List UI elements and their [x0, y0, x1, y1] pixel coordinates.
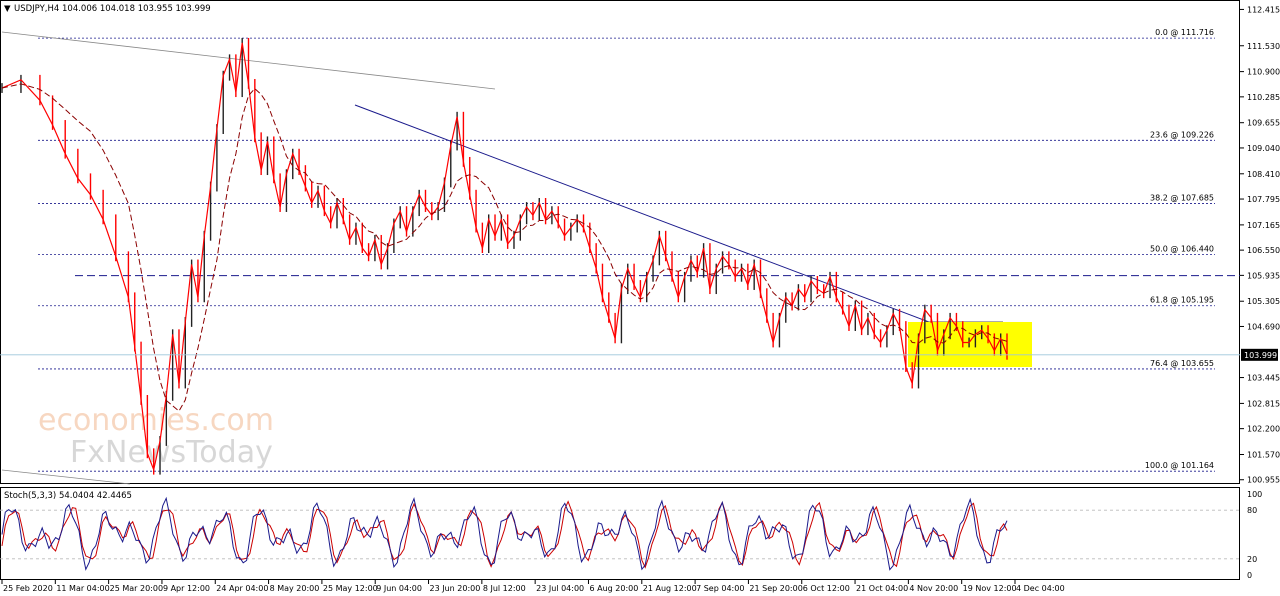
- fib-level-label: 50.0 @ 106.440: [1150, 245, 1214, 254]
- price-tick-label: 110.285: [1247, 93, 1280, 102]
- price-tick-label: 108.410: [1247, 170, 1280, 179]
- stoch-signal-line: [1, 500, 1008, 569]
- price-tick-label: 112.415: [1247, 5, 1280, 14]
- time-tick-label: 9 Jun 04:00: [376, 584, 422, 593]
- main-plot-frame: [0, 0, 1240, 484]
- time-tick-label: 9 Apr 12:00: [163, 584, 210, 593]
- stoch-tick-label: 0: [1247, 571, 1252, 580]
- last-price-label: 103.999: [1244, 351, 1277, 360]
- stoch-title: Stoch(5,3,3) 54.0404 42.4465: [4, 491, 132, 501]
- time-tick-label: 21 Sep 20:00: [749, 584, 802, 593]
- stoch-tick-label: 100: [1247, 490, 1262, 499]
- price-tick-label: 106.550: [1247, 246, 1280, 255]
- price-tick-label: 102.200: [1247, 425, 1280, 434]
- ohlc-values: 104.006 104.018 103.955 103.999: [62, 4, 211, 14]
- price-tick-label: 110.900: [1247, 68, 1280, 77]
- time-tick-label: 23 Jul 04:00: [536, 584, 584, 593]
- symbol-dropdown-icon[interactable]: ▼: [4, 4, 11, 14]
- price-axis: 112.415 111.530 110.900 110.285 109.655 109.0…: [0, 5, 1280, 485]
- price-tick-label: 104.690: [1247, 322, 1280, 331]
- price-tick-label: 105.305: [1247, 297, 1280, 306]
- price-tick-label: 103.445: [1247, 374, 1280, 383]
- time-tick-label: 4 Nov 20:00: [909, 584, 958, 593]
- price-tick-label: 100.955: [1247, 476, 1280, 485]
- fib-level-label: 0.0 @ 111.716: [1155, 28, 1214, 37]
- fib-levels: 0.0 @ 111.716 23.6 @ 109.226 38.2 @ 107.68…: [38, 28, 1240, 472]
- time-tick-label: 19 Nov 12:00: [963, 584, 1017, 593]
- fib-level-label: 100.0 @ 101.164: [1145, 461, 1214, 470]
- price-tick-label: 102.815: [1247, 399, 1280, 408]
- consolidation-highlight[interactable]: [908, 322, 1032, 367]
- watermark-economies: economies.com: [38, 403, 274, 438]
- price-tick-label: 105.935: [1247, 271, 1280, 280]
- stoch-main-line: [1, 496, 1008, 571]
- time-tick-label: 7 Sep 04:00: [696, 584, 744, 593]
- price-tick-label: 109.655: [1247, 119, 1280, 128]
- time-tick-label: 23 Jun 20:00: [430, 584, 481, 593]
- fib-level-label: 61.8 @ 105.195: [1150, 296, 1214, 305]
- time-axis: 25 Feb 2020 11 Mar 04:00 25 Mar 20:00 9 Apr…: [1, 580, 1065, 593]
- fib-level-label: 76.4 @ 103.655: [1150, 359, 1214, 368]
- time-tick-label: 25 Feb 2020: [3, 584, 53, 593]
- stoch-plot-frame: [0, 487, 1240, 580]
- time-tick-label: 6 Aug 20:00: [589, 584, 638, 593]
- fib-level-label: 23.6 @ 109.226: [1150, 130, 1214, 139]
- time-tick-label: 25 Mar 20:00: [110, 584, 163, 593]
- time-tick-label: 8 Jul 12:00: [483, 584, 526, 593]
- price-tick-label: 107.795: [1247, 195, 1280, 204]
- price-series: [1, 37, 1008, 475]
- time-tick-label: 21 Oct 04:00: [856, 584, 908, 593]
- time-tick-label: 8 May 20:00: [270, 584, 320, 593]
- price-tick-label: 111.530: [1247, 42, 1280, 51]
- moving-average-line: [1, 83, 1008, 412]
- last-price-badge: [1241, 348, 1278, 361]
- time-tick-label: 4 Dec 04:00: [1016, 584, 1065, 593]
- time-tick-label: 25 May 12:00: [323, 584, 378, 593]
- time-tick-label: 24 Apr 04:00: [216, 584, 268, 593]
- time-tick-label: 6 Oct 12:00: [803, 584, 850, 593]
- channel-line-lower: [1, 469, 131, 485]
- price-tick-label: 101.570: [1247, 451, 1280, 460]
- stoch-tick-label: 20: [1247, 555, 1257, 564]
- watermark-fxnewstoday: FxNewsToday: [70, 435, 273, 470]
- stochastic-oscillator: 100 80 20 0: [0, 490, 1262, 580]
- time-tick-label: 11 Mar 04:00: [56, 584, 109, 593]
- stoch-tick-label: 80: [1247, 506, 1257, 515]
- symbol-timeframe: USDJPY,H4: [14, 4, 59, 14]
- price-line: [1, 42, 1008, 472]
- fib-level-label: 38.2 @ 107.685: [1150, 194, 1214, 203]
- price-tick-label: 109.040: [1247, 144, 1280, 153]
- time-tick-label: 21 Aug 12:00: [643, 584, 697, 593]
- price-tick-label: 107.165: [1247, 221, 1280, 230]
